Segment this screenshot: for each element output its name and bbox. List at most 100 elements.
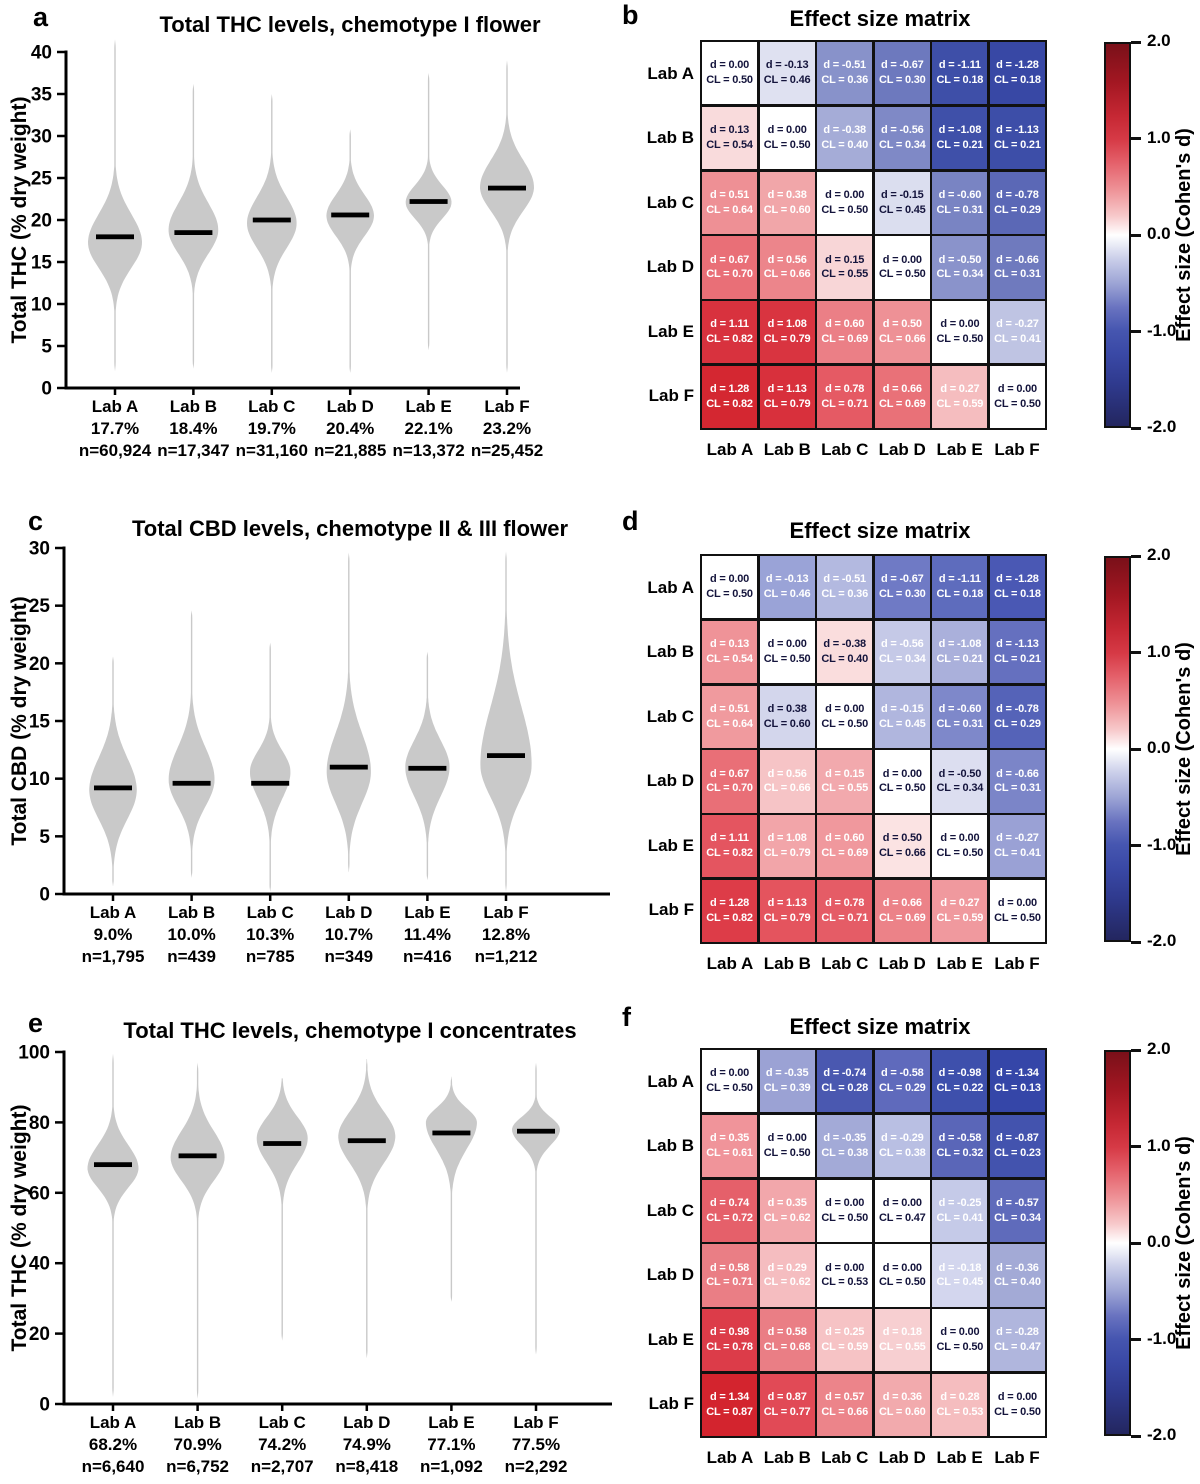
matrix-row-label: Lab C	[646, 706, 694, 726]
colorbar-gradient	[1104, 1050, 1131, 1436]
y-tick-label: 0	[41, 379, 52, 400]
cell-d-value: d = 0.74	[710, 1196, 750, 1209]
median-line	[347, 1138, 386, 1144]
matrix-cell: d = -0.78 CL = 0.29	[989, 685, 1045, 748]
cell-cl-value: CL = 0.54	[706, 138, 753, 151]
matrix-col-label: Lab D	[878, 1448, 926, 1467]
cell-cl-value: CL = 0.55	[878, 1341, 926, 1354]
lab-mean-label: 77.1%	[427, 1435, 475, 1454]
cell-cl-value: CL = 0.82	[706, 333, 753, 346]
violin-svg: Lab A 17.7% n=60,924 Lab B 18.4% n=17,347 Lab …	[8, 39, 543, 460]
matrix-cell: d = 1.28 CL = 0.82	[702, 879, 758, 942]
matrix-cell: d = 0.15 CL = 0.55	[817, 750, 873, 813]
matrix-cell: d = 1.13 CL = 0.79	[759, 365, 815, 428]
y-tick-label: 10	[31, 295, 52, 316]
cell-cl-value: CL = 0.29	[878, 1082, 926, 1095]
matrix-col-label: Lab B	[763, 954, 811, 973]
cell-d-value: d = 0.29	[767, 1261, 807, 1274]
panel-letter: d	[622, 506, 639, 536]
matrix-cell: d = 0.50 CL = 0.66	[874, 815, 930, 878]
matrix-cell: d = -0.57 CL = 0.34	[989, 1179, 1045, 1242]
cell-cl-value: CL = 0.28	[821, 1082, 868, 1095]
lab-n-label: n=17,347	[157, 441, 229, 460]
y-tick-label: 25	[31, 169, 53, 190]
cell-d-value: d = 0.00	[997, 897, 1037, 910]
matrix-cell: d = 0.18 CL = 0.55	[874, 1309, 930, 1372]
matrix-row-label: Lab A	[647, 1071, 694, 1091]
colorbar-tick	[1131, 651, 1141, 654]
cell-cl-value: CL = 0.50	[706, 74, 753, 87]
lab-name-label: Lab F	[484, 397, 529, 416]
y-tick-label: 30	[29, 539, 50, 560]
panel-letter: c	[28, 506, 44, 536]
matrix-cell: d = 0.74 CL = 0.72	[702, 1179, 758, 1242]
panel-letter: b	[622, 0, 639, 30]
matrix-cell: d = -1.28 CL = 0.18	[989, 556, 1045, 619]
matrix-cell: d = 0.51 CL = 0.64	[702, 685, 758, 748]
matrix-cell: d = 0.13 CL = 0.54	[702, 106, 758, 169]
cell-cl-value: CL = 0.50	[994, 911, 1041, 924]
violin-svg: Lab A 9.0% n=1,795 Lab B 10.0% n=439 Lab C 10.3…	[8, 539, 610, 966]
cell-d-value: d = 0.00	[882, 1196, 922, 1209]
violin-shape	[326, 129, 374, 373]
matrix-row-label: Lab E	[647, 835, 694, 855]
effect-size-matrix: d = 0.00 CL = 0.50 d = -0.13 CL = 0.46 d = -…	[700, 40, 1047, 430]
matrix-cell: d = 0.00 CL = 0.53	[817, 1244, 873, 1307]
cell-cl-value: CL = 0.50	[821, 203, 868, 216]
lab-mean-label: 74.2%	[258, 1435, 306, 1454]
matrix-cell: d = 0.87 CL = 0.77	[759, 1373, 815, 1436]
cell-cl-value: CL = 0.41	[936, 1211, 984, 1224]
y-tick-label: 40	[31, 43, 52, 64]
median-line	[331, 212, 370, 218]
cell-cl-value: CL = 0.18	[994, 588, 1041, 601]
cell-cl-value: CL = 0.59	[936, 911, 984, 924]
colorbar-axis-label: Effect size (Cohen's d)	[1173, 128, 1195, 342]
cell-cl-value: CL = 0.50	[936, 847, 984, 860]
violin-plot: Lab A 9.0% n=1,795 Lab B 10.0% n=439 Lab C 10.3…	[0, 490, 620, 995]
matrix-cell: d = -0.18 CL = 0.45	[932, 1244, 988, 1307]
lab-n-label: n=1,092	[420, 1457, 483, 1476]
lab-name-label: Lab F	[483, 903, 528, 922]
cell-d-value: d = 0.00	[882, 767, 922, 780]
cell-d-value: d = 0.67	[710, 253, 750, 266]
matrix-col-label: Lab E	[936, 954, 983, 973]
matrix-cell: d = 1.08 CL = 0.79	[759, 301, 815, 364]
lab-name-label: Lab D	[343, 1413, 390, 1432]
lab-name-label: Lab D	[327, 397, 374, 416]
median-line	[408, 765, 447, 771]
median-line	[329, 764, 368, 770]
violin-shape	[405, 73, 452, 351]
matrix-cell: d = -0.66 CL = 0.31	[989, 750, 1045, 813]
cell-cl-value: CL = 0.31	[936, 203, 984, 216]
cell-cl-value: CL = 0.41	[994, 333, 1041, 346]
matrix-cell: d = -0.35 CL = 0.38	[817, 1114, 873, 1177]
lab-mean-label: 22.1%	[404, 419, 452, 438]
lab-name-label: Lab B	[168, 903, 215, 922]
matrix-cell: d = 0.35 CL = 0.61	[702, 1114, 758, 1177]
matrix-cell: d = -0.28 CL = 0.47	[989, 1309, 1045, 1372]
y-tick-label: 0	[39, 885, 50, 906]
cell-d-value: d = 0.00	[825, 1261, 865, 1274]
matrix-cell: d = 0.00 CL = 0.50	[932, 815, 988, 878]
lab-mean-label: 17.7%	[91, 419, 139, 438]
cell-cl-value: CL = 0.34	[936, 782, 984, 795]
lab-name-label: Lab B	[174, 1413, 221, 1432]
cell-d-value: d = -0.57	[996, 1196, 1039, 1209]
matrix-cell: d = 0.00 CL = 0.50	[989, 879, 1045, 942]
colorbar-tick-label: -2.0	[1147, 1425, 1177, 1444]
colorbar-tick-label: 2.0	[1147, 1039, 1171, 1058]
colorbar-tick	[1131, 1145, 1141, 1148]
cell-cl-value: CL = 0.60	[763, 717, 811, 730]
cell-cl-value: CL = 0.31	[936, 717, 984, 730]
cell-cl-value: CL = 0.23	[994, 1146, 1041, 1159]
cell-d-value: d = 0.50	[882, 832, 922, 845]
cell-d-value: d = -0.35	[765, 1067, 809, 1080]
cell-d-value: d = 0.00	[882, 253, 922, 266]
median-line	[96, 234, 134, 240]
cell-cl-value: CL = 0.71	[821, 397, 868, 410]
cell-d-value: d = -1.28	[996, 59, 1039, 72]
cell-cl-value: CL = 0.79	[763, 397, 811, 410]
cell-cl-value: CL = 0.50	[878, 1276, 926, 1289]
matrix-cell: d = 0.00 CL = 0.47	[874, 1179, 930, 1242]
matrix-cell: d = 0.00 CL = 0.50	[702, 1050, 758, 1113]
